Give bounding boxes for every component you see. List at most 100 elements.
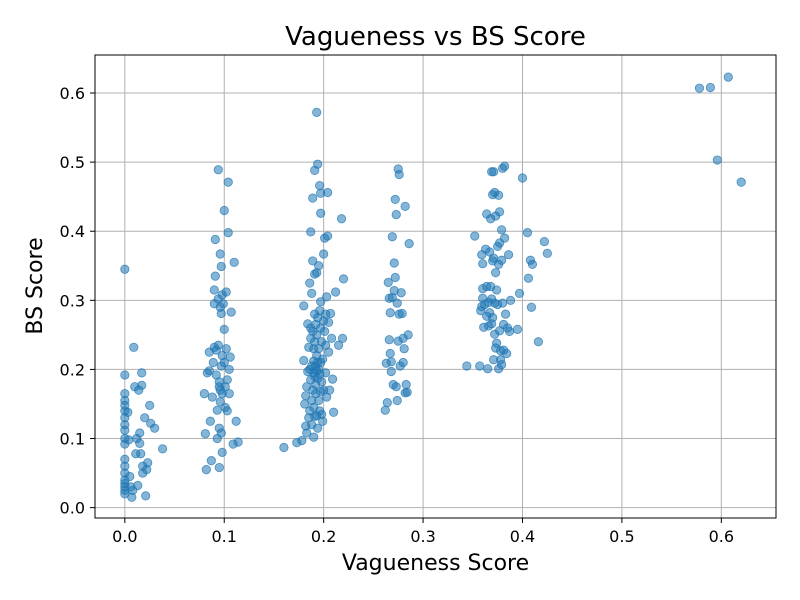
data-point — [309, 432, 319, 442]
data-point — [123, 407, 133, 417]
data-point — [705, 82, 715, 93]
data-point — [327, 333, 337, 343]
data-point — [223, 177, 233, 187]
y-tick-label: 0.2 — [60, 360, 85, 379]
data-point — [325, 385, 335, 395]
data-point — [317, 377, 327, 387]
data-point — [500, 309, 511, 319]
x-tick-label: 0.5 — [609, 527, 634, 546]
data-point — [712, 155, 722, 165]
data-point — [404, 239, 414, 249]
data-point — [133, 480, 143, 491]
data-point — [389, 258, 399, 268]
data-point — [723, 72, 733, 82]
data-point — [213, 165, 223, 175]
y-tick-label: 0.5 — [60, 153, 85, 172]
data-point — [222, 375, 232, 385]
data-point — [129, 342, 139, 352]
data-point — [297, 436, 307, 446]
x-tick-label: 0.3 — [410, 527, 435, 546]
data-point — [512, 324, 523, 334]
y-tick-label: 0.6 — [60, 84, 85, 103]
data-point — [135, 428, 145, 438]
data-point — [308, 256, 318, 266]
x-tick-label: 0.6 — [709, 527, 734, 546]
data-point — [401, 380, 411, 390]
data-point — [503, 250, 514, 260]
data-point — [526, 302, 537, 312]
data-point — [209, 285, 219, 295]
data-point — [207, 392, 217, 402]
data-point — [338, 274, 349, 284]
x-tick-label: 0.1 — [212, 527, 237, 546]
data-point — [497, 255, 507, 265]
data-point — [478, 259, 488, 269]
data-point — [313, 159, 323, 169]
data-point — [491, 268, 501, 278]
data-point — [391, 210, 401, 220]
data-point — [216, 428, 226, 438]
data-point — [120, 370, 130, 380]
data-point — [213, 340, 223, 350]
data-points — [120, 72, 746, 502]
data-point — [137, 380, 147, 390]
data-point — [494, 190, 504, 200]
data-point — [336, 214, 347, 224]
data-point — [221, 287, 231, 297]
data-point — [319, 249, 329, 259]
data-point — [386, 357, 396, 367]
data-point — [212, 405, 222, 415]
data-point — [323, 231, 333, 241]
data-point — [390, 194, 400, 205]
data-point — [501, 348, 512, 359]
data-point — [533, 337, 543, 347]
data-point — [229, 257, 239, 267]
data-point — [145, 400, 155, 410]
data-point — [221, 344, 231, 354]
data-point — [386, 366, 396, 377]
data-point — [210, 234, 220, 245]
data-point — [217, 447, 227, 457]
data-point — [219, 357, 229, 368]
data-point — [462, 361, 472, 371]
data-point — [403, 330, 413, 340]
data-point — [125, 471, 135, 482]
data-point — [314, 395, 324, 406]
data-point — [400, 201, 410, 211]
data-point — [214, 462, 224, 473]
data-point — [505, 295, 516, 305]
data-point — [326, 308, 336, 319]
data-point — [308, 193, 318, 203]
data-point — [398, 357, 408, 368]
data-point — [306, 227, 316, 237]
data-point — [314, 261, 324, 271]
data-point — [312, 330, 322, 340]
x-tick-label: 0.0 — [112, 527, 137, 546]
data-point — [120, 425, 130, 435]
data-point — [475, 361, 485, 371]
data-point — [522, 227, 533, 238]
data-point — [222, 406, 232, 416]
data-point — [321, 368, 331, 378]
data-point — [301, 391, 311, 401]
data-point — [199, 389, 209, 399]
data-point — [120, 264, 130, 274]
data-point — [200, 429, 210, 439]
data-point — [208, 357, 218, 368]
data-point — [204, 366, 214, 376]
data-point — [224, 389, 234, 399]
data-point — [517, 173, 528, 183]
data-point — [337, 333, 348, 343]
data-point — [382, 397, 392, 408]
data-point — [313, 423, 323, 433]
data-point — [470, 231, 480, 241]
grid-lines — [95, 55, 776, 518]
data-point — [219, 205, 229, 216]
data-point — [489, 167, 499, 177]
data-point — [318, 416, 328, 426]
data-point — [158, 444, 168, 454]
data-point — [527, 259, 538, 269]
data-point — [399, 344, 409, 354]
x-tick-label: 0.4 — [510, 527, 535, 546]
data-point — [387, 232, 397, 242]
